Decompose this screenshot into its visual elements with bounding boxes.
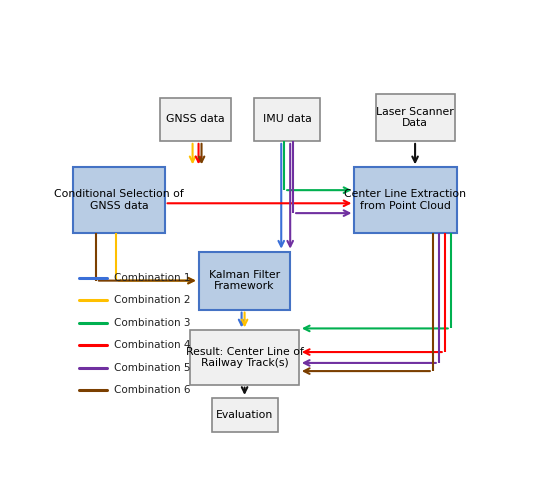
Text: Combination 4: Combination 4 [113, 340, 190, 350]
Text: Combination 3: Combination 3 [113, 318, 190, 328]
Text: GNSS data: GNSS data [166, 114, 225, 124]
FancyBboxPatch shape [212, 398, 278, 431]
Text: Result: Center Line of
Railway Track(s): Result: Center Line of Railway Track(s) [186, 347, 304, 368]
FancyBboxPatch shape [199, 252, 290, 310]
Text: Conditional Selection of
GNSS data: Conditional Selection of GNSS data [54, 189, 184, 211]
FancyBboxPatch shape [161, 98, 231, 141]
FancyBboxPatch shape [354, 167, 456, 233]
Text: Combination 1: Combination 1 [113, 273, 190, 283]
Text: Kalman Filter
Framework: Kalman Filter Framework [209, 270, 280, 291]
Text: Combination 2: Combination 2 [113, 295, 190, 305]
Text: Center Line Extraction
from Point Cloud: Center Line Extraction from Point Cloud [344, 189, 466, 211]
FancyBboxPatch shape [190, 330, 299, 385]
FancyBboxPatch shape [376, 94, 454, 141]
FancyBboxPatch shape [73, 167, 164, 233]
Text: IMU data: IMU data [263, 114, 312, 124]
Text: Combination 5: Combination 5 [113, 363, 190, 373]
Text: Laser Scanner
Data: Laser Scanner Data [376, 107, 454, 128]
Text: Evaluation: Evaluation [216, 410, 273, 420]
FancyBboxPatch shape [254, 98, 320, 141]
Text: Combination 6: Combination 6 [113, 385, 190, 395]
